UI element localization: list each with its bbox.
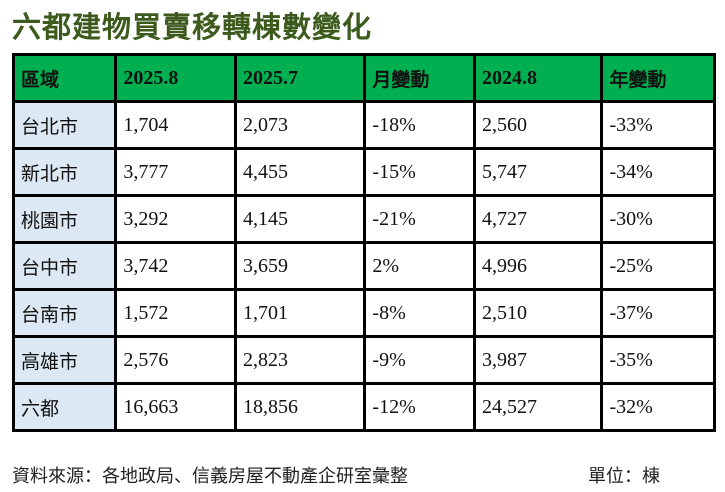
table-row: 台北市 1,704 2,073 -18% 2,560 -33% [11, 100, 716, 150]
region-cell: 高雄市 [11, 335, 118, 385]
value-cell: 2,560 [472, 100, 604, 150]
value-cell: -35% [600, 335, 716, 385]
table-row: 新北市 3,777 4,455 -15% 5,747 -34% [11, 147, 716, 197]
column-header: 月變動 [363, 53, 476, 103]
value-cell: -32% [600, 382, 716, 432]
value-cell: 2,073 [233, 100, 367, 150]
header-row: 區域 2025.8 2025.7 月變動 2024.8 年變動 [11, 53, 716, 103]
table-row: 高雄市 2,576 2,823 -9% 3,987 -35% [11, 335, 716, 385]
table-row: 桃園市 3,292 4,145 -21% 4,727 -30% [11, 194, 716, 244]
value-cell: -9% [363, 335, 476, 385]
page-title: 六都建物買賣移轉棟數變化 [12, 10, 373, 44]
value-cell: 3,659 [233, 241, 367, 291]
value-cell: -12% [363, 382, 476, 432]
value-cell: -18% [363, 100, 476, 150]
table-row: 台南市 1,572 1,701 -8% 2,510 -37% [11, 288, 716, 338]
value-cell: 3,742 [114, 241, 237, 291]
source-note: 資料來源：各地政局、信義房屋不動產企研室彙整 [12, 466, 408, 487]
column-header: 2025.8 [114, 53, 237, 103]
value-cell: 2,510 [472, 288, 604, 338]
region-cell: 台北市 [11, 100, 118, 150]
table-row: 六都 16,663 18,856 -12% 24,527 -32% [11, 382, 716, 432]
value-cell: 4,145 [233, 194, 367, 244]
column-header: 年變動 [600, 53, 716, 103]
value-cell: -15% [363, 147, 476, 197]
value-cell: -34% [600, 147, 716, 197]
value-cell: 4,996 [472, 241, 604, 291]
value-cell: 24,527 [472, 382, 604, 432]
value-cell: -30% [600, 194, 716, 244]
table-row: 台中市 3,742 3,659 2% 4,996 -25% [11, 241, 716, 291]
region-cell: 台南市 [11, 288, 118, 338]
value-cell: 3,777 [114, 147, 237, 197]
region-cell: 六都 [11, 382, 118, 432]
value-cell: 3,292 [114, 194, 237, 244]
data-table: 區域 2025.8 2025.7 月變動 2024.8 年變動 台北市 1,704 2,073… [11, 53, 716, 432]
value-cell: 2,823 [233, 335, 367, 385]
column-header: 2025.7 [233, 53, 367, 103]
value-cell: -37% [600, 288, 716, 338]
value-cell: -8% [363, 288, 476, 338]
value-cell: -21% [363, 194, 476, 244]
column-header: 區域 [11, 53, 118, 103]
value-cell: 1,704 [114, 100, 237, 150]
value-cell: -25% [600, 241, 716, 291]
value-cell: 4,455 [233, 147, 367, 197]
value-cell: 1,701 [233, 288, 367, 338]
value-cell: 2,576 [114, 335, 237, 385]
column-header: 2024.8 [472, 53, 604, 103]
region-cell: 新北市 [11, 147, 118, 197]
region-cell: 台中市 [11, 241, 118, 291]
value-cell: 2% [363, 241, 476, 291]
unit-note: 單位：棟 [588, 466, 660, 487]
value-cell: 3,987 [472, 335, 604, 385]
value-cell: 4,727 [472, 194, 604, 244]
value-cell: 5,747 [472, 147, 604, 197]
region-cell: 桃園市 [11, 194, 118, 244]
value-cell: 16,663 [114, 382, 237, 432]
value-cell: -33% [600, 100, 716, 150]
value-cell: 1,572 [114, 288, 237, 338]
value-cell: 18,856 [233, 382, 367, 432]
